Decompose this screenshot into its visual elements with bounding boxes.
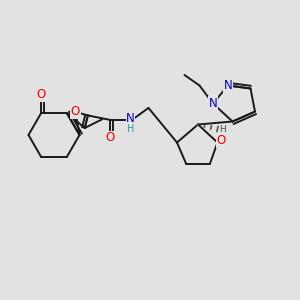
Text: N: N <box>208 97 217 110</box>
Text: N: N <box>224 79 232 92</box>
Text: H: H <box>127 124 134 134</box>
Text: N: N <box>126 112 135 125</box>
Text: O: O <box>37 88 46 101</box>
Text: H: H <box>220 124 226 134</box>
Text: O: O <box>106 131 115 144</box>
Text: O: O <box>71 105 80 119</box>
Text: O: O <box>217 134 226 148</box>
